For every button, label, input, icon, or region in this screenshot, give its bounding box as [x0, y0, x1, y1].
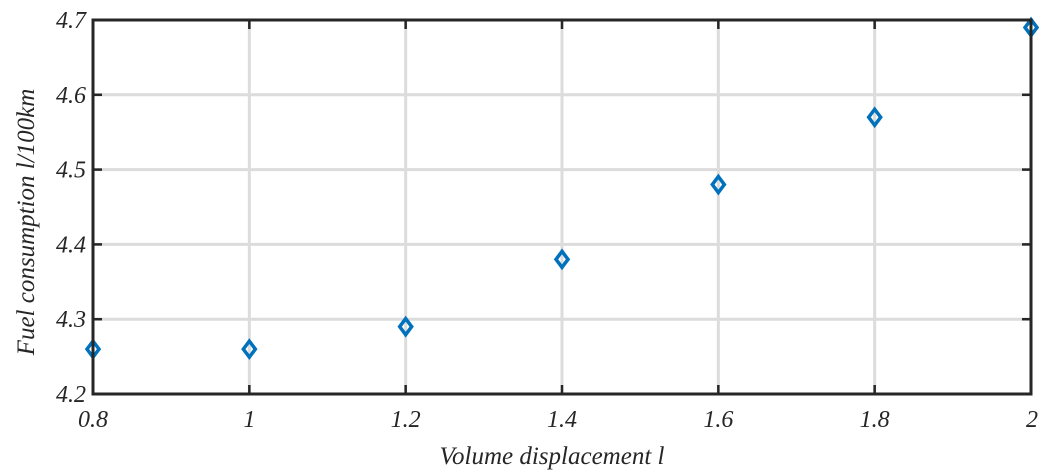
x-tick-label: 1.6 — [703, 407, 733, 433]
y-tick-label: 4.4 — [56, 232, 86, 258]
x-axis-label: Volume displacement l — [440, 443, 665, 470]
y-axis-label: Fuel consumption l/100km — [13, 89, 40, 357]
grid — [91, 18, 1033, 396]
y-tick-label: 4.7 — [56, 8, 87, 34]
x-tick-label: 1.4 — [547, 407, 577, 433]
data-point-diamond — [710, 173, 727, 196]
data-point-diamond — [241, 338, 258, 361]
axis-ticks: 0.8 1 1.2 1.4 1.6 1.8 2 4.2 4.3 4.4 4.5 4.6 4.7 — [56, 8, 1038, 433]
data-point-diamond — [397, 315, 414, 338]
y-tick-label: 4.2 — [56, 382, 86, 408]
data-point-diamond — [553, 248, 571, 271]
x-tick-label: 1 — [243, 407, 255, 433]
y-tick-label: 4.5 — [56, 158, 86, 184]
x-tick-label: 2 — [1026, 407, 1038, 433]
y-tick-label: 4.6 — [56, 83, 86, 109]
y-tick-label: 4.3 — [56, 307, 86, 333]
data-point-diamond — [866, 106, 883, 129]
x-tick-label: 1.2 — [391, 407, 421, 433]
x-tick-label: 1.8 — [860, 407, 890, 433]
x-tick-label: 0.8 — [78, 407, 108, 433]
